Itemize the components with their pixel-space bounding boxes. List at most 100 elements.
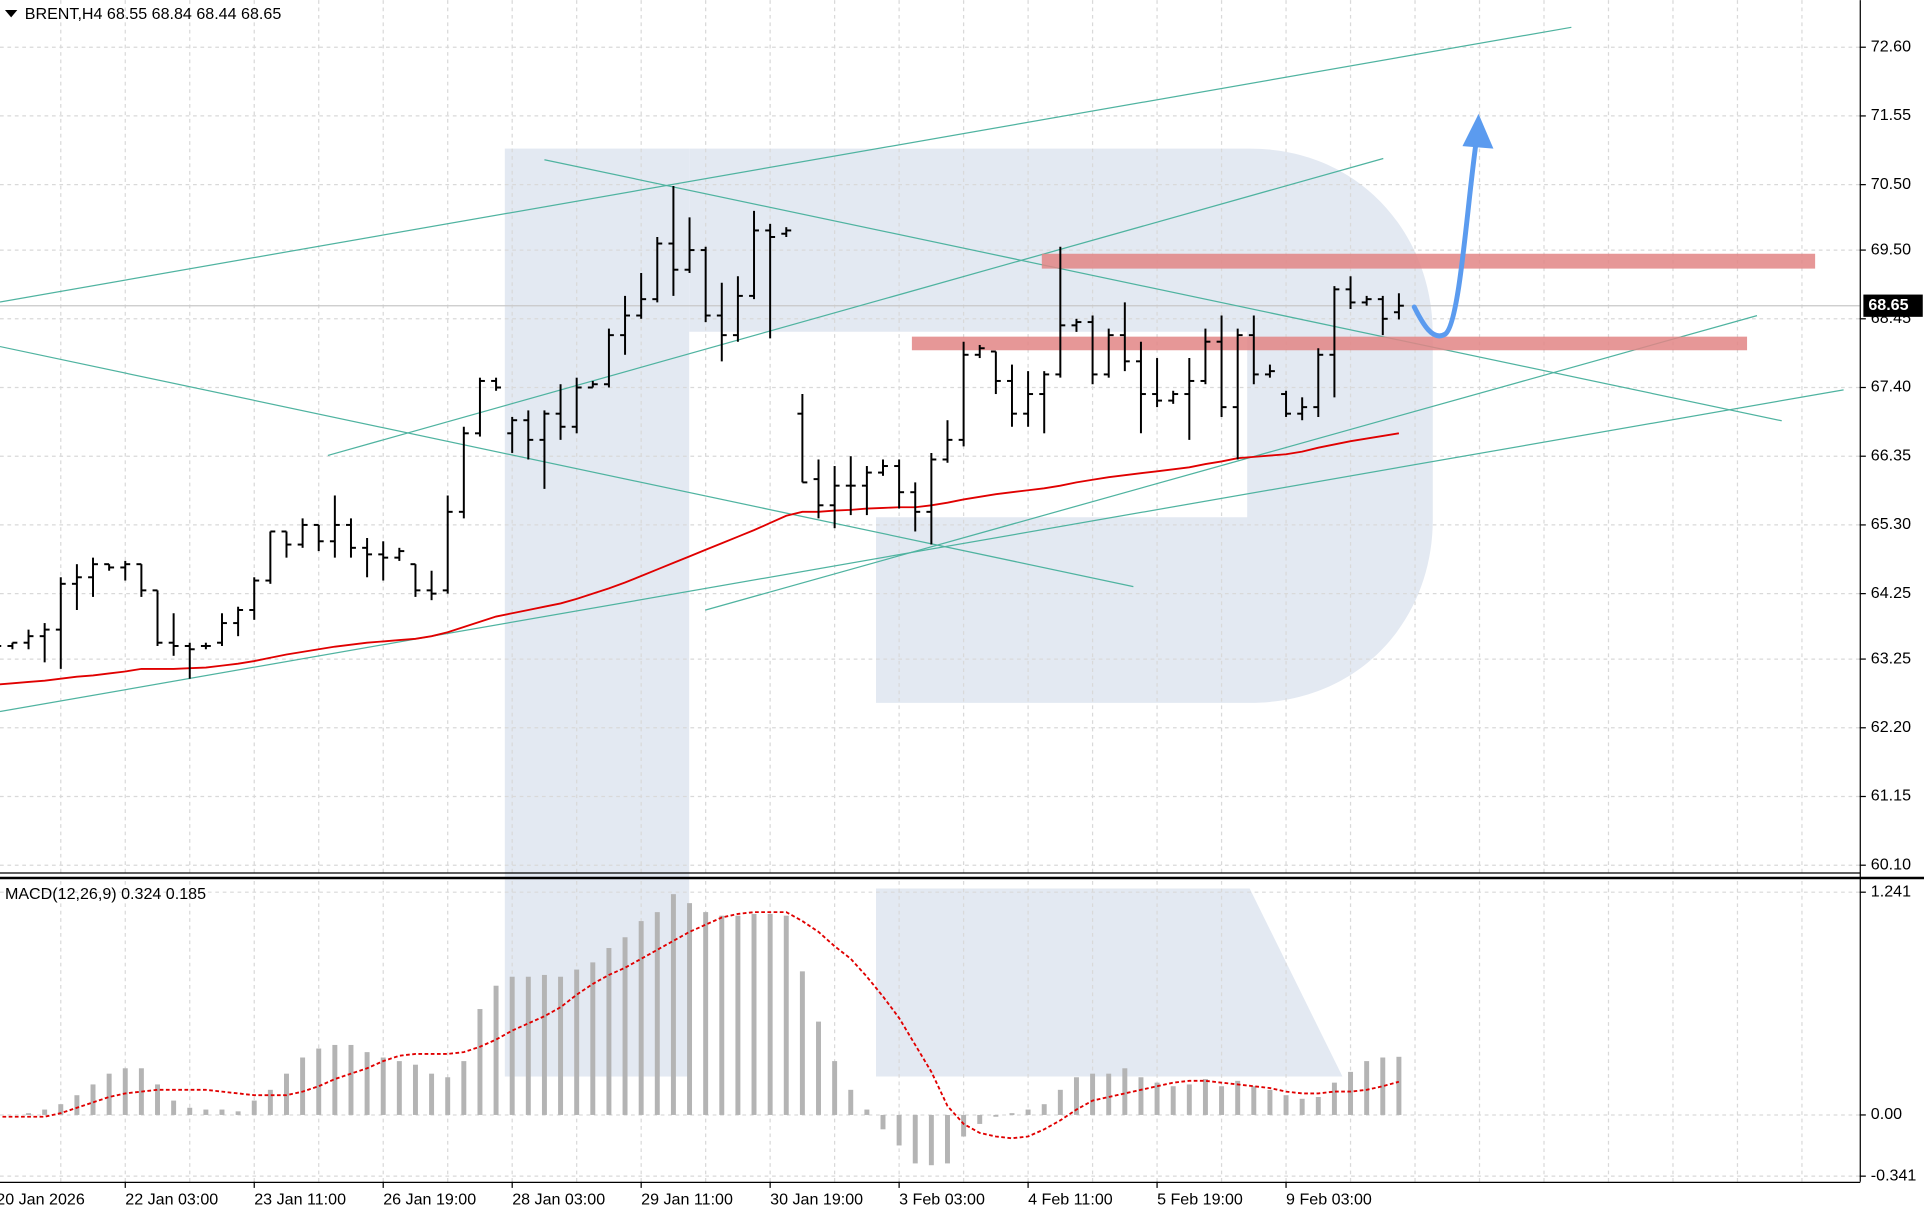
macd-bar <box>42 1109 48 1115</box>
macd-bar <box>848 1089 854 1115</box>
macd-bar <box>1283 1095 1289 1115</box>
macd-bar <box>1186 1084 1192 1115</box>
y-tick-label: 60.10 <box>1871 855 1911 873</box>
macd-bar <box>316 1048 322 1115</box>
y-tick-label: 62.20 <box>1871 718 1911 736</box>
series <box>0 185 1404 1166</box>
macd-bar <box>1348 1071 1354 1115</box>
macd-bar <box>912 1114 918 1164</box>
macd-bar <box>783 915 789 1115</box>
chart-title: BRENT,H4 68.55 68.84 68.44 68.65 <box>25 5 282 23</box>
macd-bar <box>445 1077 451 1115</box>
macd-bar <box>429 1073 435 1115</box>
macd-bar <box>251 1100 257 1115</box>
axes: 72.6071.5570.5069.5068.4567.4066.3565.30… <box>0 37 1923 1209</box>
x-tick-label: 29 Jan 11:00 <box>641 1191 733 1209</box>
y-tick-label: 67.40 <box>1871 378 1911 396</box>
macd-title: MACD(12,26,9) 0.324 0.185 <box>5 885 206 903</box>
x-tick-label: 26 Jan 19:00 <box>383 1191 476 1209</box>
macd-bar <box>1073 1077 1079 1115</box>
macd-bar <box>1202 1079 1208 1115</box>
x-tick-label: 5 Feb 19:00 <box>1157 1191 1243 1209</box>
x-tick-label: 9 Feb 03:00 <box>1286 1191 1372 1209</box>
macd-bar <box>977 1114 983 1124</box>
macd-bar <box>1057 1089 1063 1115</box>
trendlines <box>0 26 1844 713</box>
macd-bar <box>703 912 709 1115</box>
y-tick-label: 69.50 <box>1871 240 1911 258</box>
macd-bar <box>799 971 805 1115</box>
x-tick-label: 28 Jan 03:00 <box>512 1191 605 1209</box>
macd-bar <box>348 1044 354 1115</box>
y-tick-label: 1.241 <box>1871 882 1911 900</box>
watermark-bowl <box>689 148 1433 703</box>
macd-bar <box>1331 1082 1337 1115</box>
macd-bar <box>1170 1086 1176 1115</box>
macd-bar <box>525 976 531 1115</box>
forecast-arrow <box>1411 131 1480 339</box>
macd-bar <box>1041 1104 1047 1115</box>
x-tick-label: 30 Jan 19:00 <box>770 1191 863 1209</box>
macd-bar <box>687 903 693 1115</box>
watermark-leg <box>876 888 1343 1077</box>
y-tick-label: 0.00 <box>1871 1105 1902 1123</box>
macd-bar <box>606 948 612 1115</box>
x-tick-label: 4 Feb 11:00 <box>1028 1191 1113 1209</box>
macd-bar <box>896 1114 902 1146</box>
y-tick-label: 63.25 <box>1871 649 1911 667</box>
macd-bar <box>1154 1082 1160 1115</box>
macd-bar <box>380 1057 386 1115</box>
last-price-box <box>1863 294 1923 317</box>
macd-bar <box>1106 1073 1112 1115</box>
macd-signal-line <box>0 911 1400 1140</box>
macd-bar <box>171 1100 177 1115</box>
trendline <box>327 157 1384 457</box>
macd-bar <box>1299 1098 1305 1115</box>
macd-bar <box>106 1073 112 1115</box>
trendline <box>544 159 1782 422</box>
y-tick-label: 64.25 <box>1871 584 1911 602</box>
macd-bar <box>74 1095 80 1115</box>
macd-bar <box>945 1114 950 1164</box>
x-tick-label: 3 Feb 03:00 <box>899 1191 985 1209</box>
macd-bar <box>1122 1068 1128 1115</box>
macd-bar <box>300 1057 306 1115</box>
macd-bar <box>1315 1097 1321 1115</box>
macd-bar <box>412 1064 418 1115</box>
macd-bar <box>461 1061 467 1115</box>
macd-bar <box>58 1104 64 1115</box>
forecast-arrowhead <box>1462 113 1494 149</box>
macd-bar <box>961 1114 967 1137</box>
watermark <box>504 148 1433 1077</box>
resistance-zone <box>1041 253 1816 269</box>
x-tick-label: 22 Jan 03:00 <box>125 1191 218 1209</box>
macd-bar <box>155 1084 160 1115</box>
y-tick-label: 66.35 <box>1871 446 1911 464</box>
macd-bar <box>90 1084 96 1115</box>
macd-bar <box>864 1109 870 1115</box>
macd-bar <box>1396 1056 1402 1115</box>
macd-bar <box>332 1044 338 1115</box>
x-tick-label: 20 Jan 2026 <box>0 1191 85 1209</box>
frame <box>0 0 1924 1183</box>
macd-bar <box>187 1107 193 1115</box>
macd-bar <box>670 894 676 1115</box>
macd-bar <box>767 913 773 1115</box>
moving-average <box>0 432 1400 686</box>
macd-bar <box>751 913 757 1115</box>
macd-bar <box>477 1009 483 1115</box>
x-tick-label: 23 Jan 11:00 <box>254 1191 346 1209</box>
macd-bar <box>364 1052 370 1115</box>
macd-bar <box>1138 1077 1144 1115</box>
support-zone <box>911 336 1748 351</box>
macd-bar <box>832 1061 838 1115</box>
macd-bar <box>122 1068 128 1115</box>
macd-bar <box>654 912 660 1115</box>
y-tick-label: 72.60 <box>1871 37 1911 55</box>
macd-bar <box>1364 1061 1370 1115</box>
macd-bar <box>590 962 596 1115</box>
macd-bar <box>1380 1057 1386 1115</box>
macd-bar <box>993 1114 999 1117</box>
